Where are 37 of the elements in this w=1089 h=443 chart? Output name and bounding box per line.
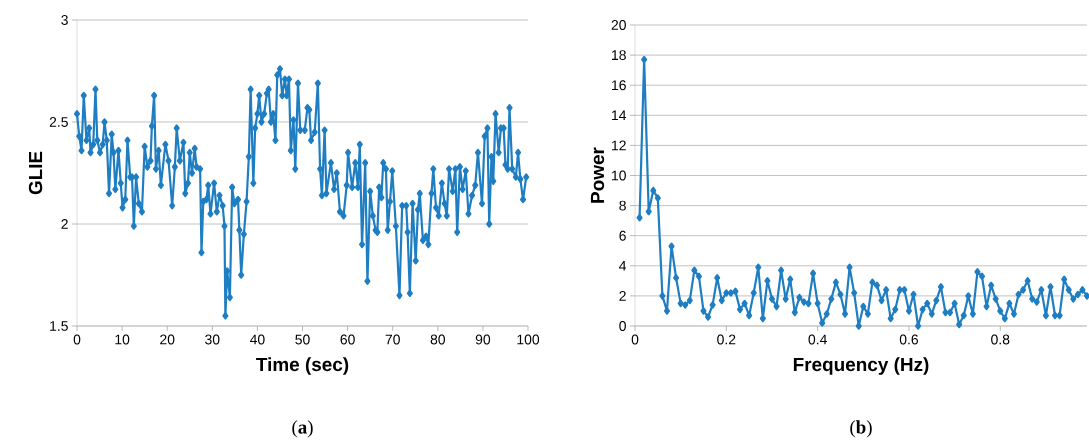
x-tick-label: 80	[430, 334, 446, 345]
y-tick-label: 0	[619, 321, 626, 331]
y-tick-label: 2	[61, 219, 68, 229]
y-tick-label: 20	[611, 20, 626, 30]
y-tick-label: 1.5	[50, 321, 68, 331]
x-tick-label: 20	[160, 334, 175, 345]
y-tick-label: 4	[619, 261, 627, 271]
y-tick-label: 3	[61, 15, 68, 25]
y-tick-label: 10	[612, 170, 626, 181]
x-tick-label: 40	[249, 334, 265, 345]
y-axis-title: Power	[590, 147, 605, 203]
y-axis-title: GLIE	[28, 151, 43, 195]
y-tick-label: 14	[612, 110, 627, 121]
x-tick-label: 0.6	[899, 334, 919, 345]
text: (a)	[292, 420, 313, 438]
y-tick-label: 16	[612, 80, 626, 91]
x-axis-title: Time (sec)	[256, 357, 349, 375]
x-tick-label: 70	[385, 334, 400, 345]
y-tick-label: 12	[612, 140, 626, 151]
y-tick-label: 2.5	[49, 117, 68, 127]
x-tick-label: 50	[295, 334, 310, 345]
x-tick-label: 0.4	[808, 334, 827, 345]
x-axis-title: Frequency (Hz)	[793, 357, 929, 375]
x-tick-label: 100	[517, 334, 540, 345]
y-tick-label: 2	[619, 291, 626, 301]
x-tick-label: 10	[115, 334, 130, 345]
x-tick-label: 60	[340, 334, 355, 345]
x-tick-label: 0.8	[991, 334, 1010, 345]
x-tick-label: 30	[205, 334, 220, 345]
x-tick-label: 0	[631, 334, 639, 345]
y-tick-label: 6	[619, 230, 626, 241]
y-tick-label: 8	[619, 200, 626, 211]
text: (b)	[850, 420, 872, 438]
y-tick-label: 18	[612, 50, 626, 61]
x-tick-label: 0.2	[717, 334, 736, 345]
x-tick-label: 0	[73, 334, 81, 345]
x-tick-label: 90	[475, 334, 491, 345]
